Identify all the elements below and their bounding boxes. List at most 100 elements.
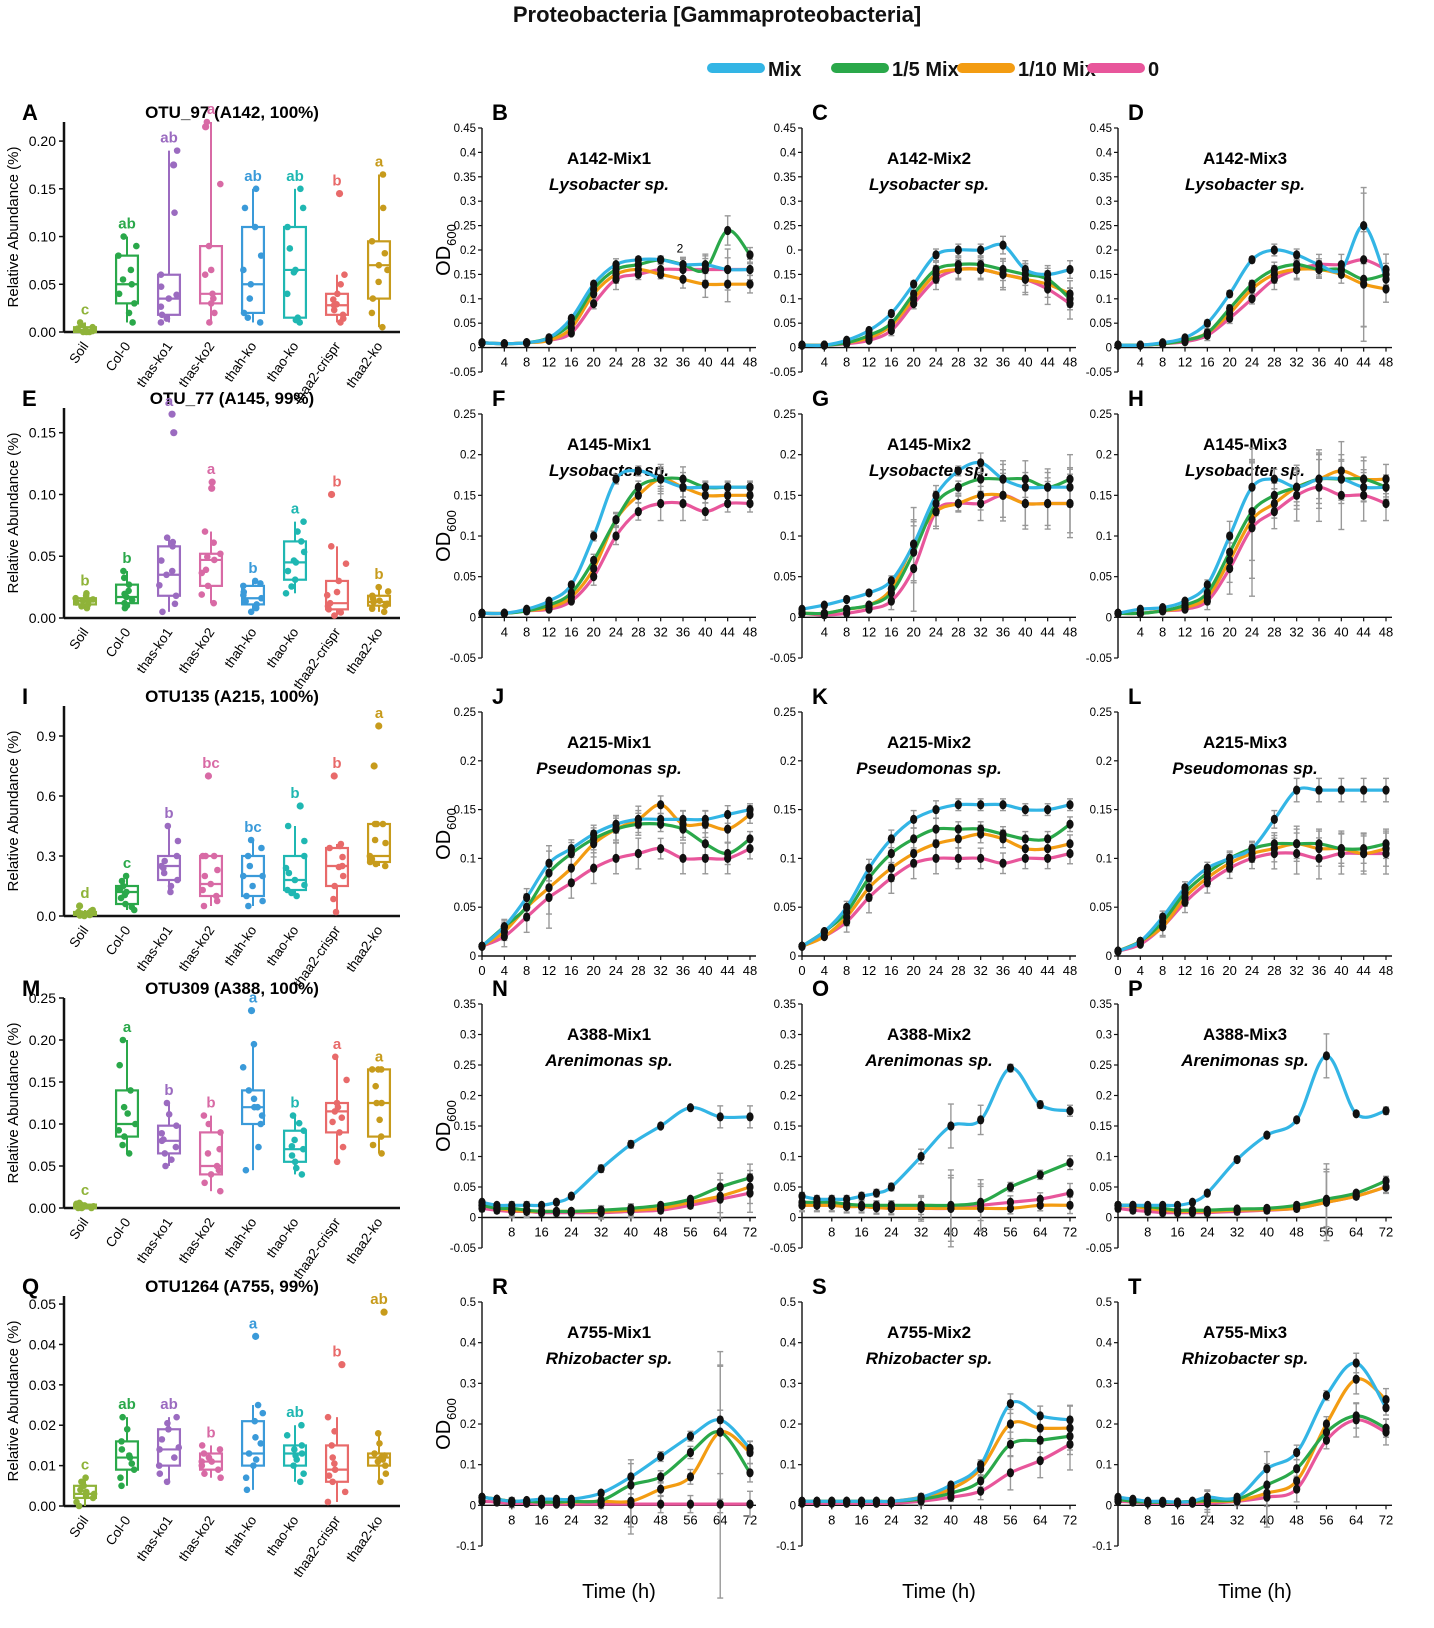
x-tick-label: 24 xyxy=(1200,1512,1214,1527)
y-tick-label: 0.15 xyxy=(774,490,796,502)
data-point xyxy=(657,255,665,265)
x-tick-label: 16 xyxy=(854,1225,868,1240)
x-tick-label: thas-ko2 xyxy=(175,1215,217,1266)
y-tick-label: 0.1 xyxy=(1096,853,1112,865)
x-axis-label: Time (h) xyxy=(1218,1581,1292,1603)
significance-letter: ab xyxy=(160,1396,178,1413)
growth-panel: D -0.05 0 0.05 0.1 0.15 0.2 0.25 0.3 0.35 0.4 0.45 4… xyxy=(1086,100,1393,379)
data-point xyxy=(887,325,895,336)
data-point xyxy=(1044,853,1052,864)
x-axis-label: Time (h) xyxy=(582,1581,656,1603)
data-point xyxy=(597,1164,605,1174)
x-tick-label: thah-ko xyxy=(221,1513,259,1558)
x-tick-label: thaa2-ko xyxy=(343,923,385,975)
y-tick-label: 0.05 xyxy=(774,1182,796,1194)
data-point xyxy=(798,340,806,350)
x-tick-label: 0 xyxy=(478,963,485,978)
x-tick-label: 8 xyxy=(843,624,850,639)
data-point xyxy=(1360,474,1368,484)
x-tick-label: 24 xyxy=(609,963,623,978)
data-point xyxy=(612,824,620,834)
box-point xyxy=(375,261,383,269)
data-point xyxy=(1129,1205,1137,1215)
panel-letter: B xyxy=(492,100,508,125)
data-point xyxy=(679,819,687,829)
y-tick-label: 0.25 xyxy=(1090,409,1112,421)
data-point xyxy=(947,1121,955,1131)
box-point xyxy=(174,837,182,845)
significance-letter: b xyxy=(290,785,299,802)
x-tick-label: 16 xyxy=(1170,1512,1184,1527)
box-point xyxy=(214,866,221,874)
box-point xyxy=(295,1119,303,1127)
y-axis-label: OD600 xyxy=(433,510,459,562)
data-point xyxy=(724,490,732,500)
box-point xyxy=(381,249,389,257)
x-tick-label: 24 xyxy=(929,963,943,978)
box-point xyxy=(214,1466,222,1473)
y-tick-label: 0 xyxy=(470,1213,476,1225)
data-point xyxy=(686,1200,695,1210)
data-point xyxy=(1263,1480,1271,1490)
x-tick-label: 36 xyxy=(996,355,1010,370)
box-point xyxy=(172,1143,180,1151)
x-tick-label: 40 xyxy=(1260,1225,1274,1240)
box-point xyxy=(217,550,224,558)
x-tick-label: 44 xyxy=(720,963,734,978)
box-point xyxy=(82,1488,90,1496)
data-point xyxy=(627,1472,635,1482)
y-tick-label: 0.05 xyxy=(774,318,796,330)
x-tick-label: 48 xyxy=(1063,963,1077,978)
y-tick-label: 0.15 xyxy=(454,490,476,502)
x-tick-label: 32 xyxy=(594,1512,608,1527)
box-point xyxy=(167,882,175,890)
data-point xyxy=(657,844,665,854)
box-point xyxy=(206,319,213,326)
y-tick-label: 0.25 xyxy=(1090,707,1112,719)
box-point xyxy=(284,822,292,830)
box-point xyxy=(331,1427,338,1435)
y-tick-label: 0.10 xyxy=(29,1116,56,1132)
box-point xyxy=(163,1099,171,1107)
box-point xyxy=(384,266,391,274)
significance-letter: a xyxy=(249,1315,258,1332)
x-tick-label: thao-ko xyxy=(263,625,301,670)
data-point xyxy=(590,572,598,582)
box-point xyxy=(324,1498,332,1506)
data-point xyxy=(724,498,732,509)
box-outlier xyxy=(380,1308,388,1316)
x-tick-label: 40 xyxy=(698,355,712,370)
data-point xyxy=(932,490,940,500)
panel-letter: O xyxy=(812,976,829,1001)
y-tick-label: 0.3 xyxy=(780,1030,796,1042)
box-point xyxy=(371,820,379,828)
y-tick-label: 0.15 xyxy=(29,1074,56,1090)
data-point xyxy=(1270,274,1278,284)
y-tick-label: 0.05 xyxy=(1090,318,1112,330)
box-point xyxy=(125,1452,133,1459)
data-point xyxy=(1382,264,1390,275)
box-point xyxy=(288,1142,296,1150)
data-point xyxy=(932,805,940,815)
box-point xyxy=(174,876,181,884)
x-tick-label: 8 xyxy=(523,624,530,639)
data-point xyxy=(478,941,486,951)
data-point xyxy=(545,335,553,345)
x-tick-label: 8 xyxy=(1159,624,1166,639)
x-tick-label: 20 xyxy=(586,963,600,978)
x-tick-label: 36 xyxy=(676,624,690,639)
box-point xyxy=(331,1466,339,1473)
panel-letter: M xyxy=(22,976,40,1001)
x-tick-label: 40 xyxy=(698,624,712,639)
data-point xyxy=(634,507,642,517)
panel-letter: L xyxy=(1128,684,1141,709)
box-point xyxy=(300,1470,307,1477)
box-outlier xyxy=(247,1007,256,1015)
x-tick-label: 16 xyxy=(884,624,898,639)
x-tick-label: 36 xyxy=(676,963,690,978)
box-point xyxy=(173,852,181,860)
x-tick-label: Col-0 xyxy=(103,625,134,660)
box-point xyxy=(291,1446,298,1453)
box-point xyxy=(371,836,379,844)
box-point xyxy=(331,882,338,890)
